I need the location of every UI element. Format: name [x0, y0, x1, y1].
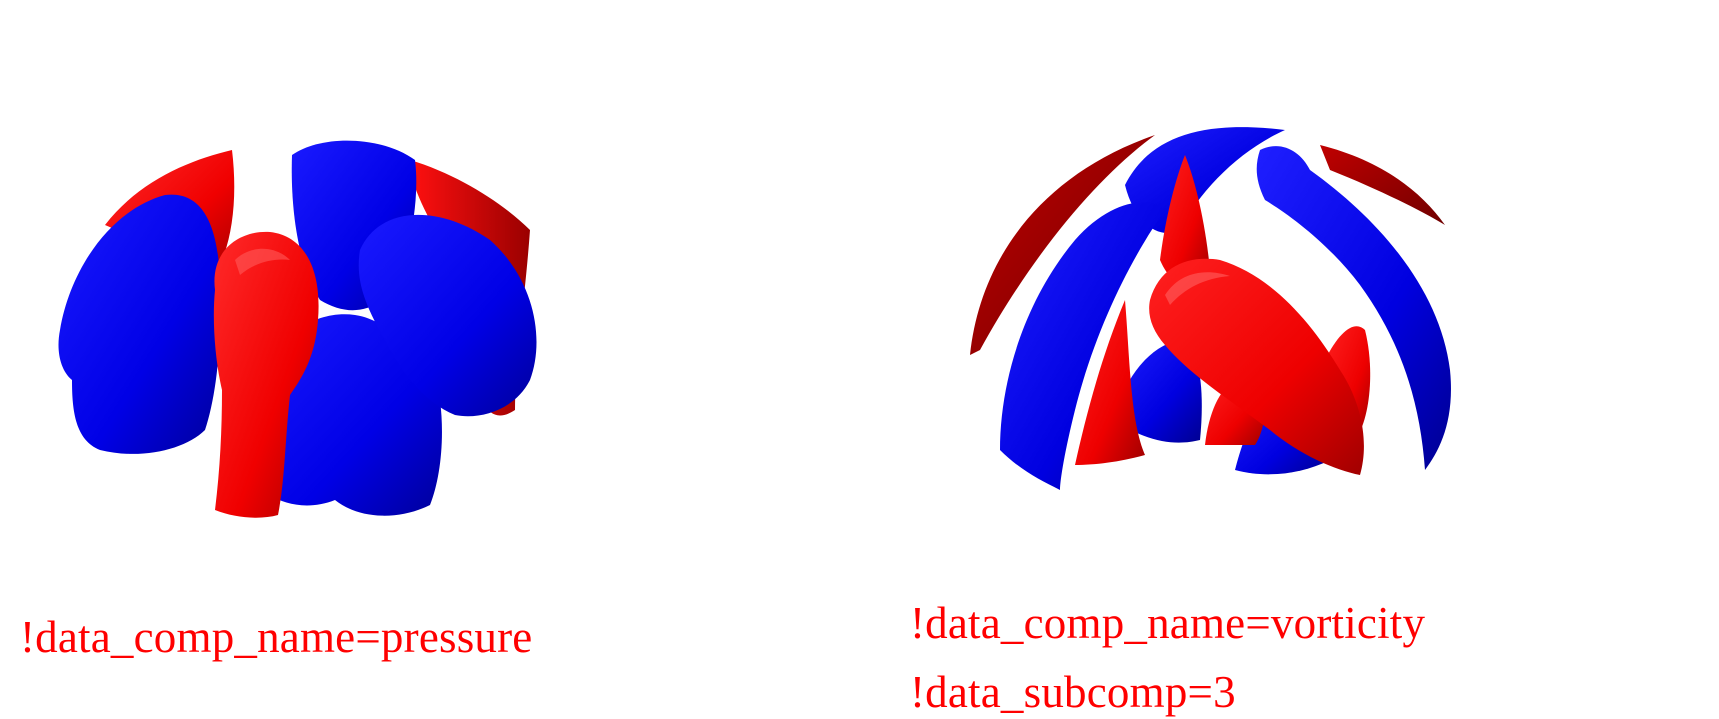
- pressure-isosurface-render: [58, 140, 537, 518]
- vorticity-positive-sheet: [970, 135, 1155, 355]
- vorticity-negative-sheet: [1115, 340, 1202, 443]
- pressure-negative-lobe: [58, 194, 221, 454]
- vorticity-isosurface-render: [970, 127, 1451, 490]
- vorticity-negative-sheet: [1125, 127, 1285, 233]
- vorticity-positive-sheet: [1320, 145, 1445, 225]
- pressure-positive-lobe: [213, 231, 319, 518]
- vorticity-negative-sheet: [1256, 146, 1451, 470]
- vorticity-negative-sheet: [1000, 202, 1165, 490]
- vorticity-positive-sheet: [1149, 258, 1364, 475]
- vorticity-positive-sheet: [1160, 155, 1210, 286]
- pressure-caption: !data_comp_name=pressure: [20, 612, 533, 662]
- vorticity-panel: !data_comp_name=vorticity !data_subcomp=…: [860, 0, 1719, 719]
- pressure-panel: !data_comp_name=pressure: [20, 140, 537, 662]
- vorticity-positive-sheet: [1075, 300, 1145, 465]
- pressure-negative-lobe: [358, 214, 537, 417]
- vorticity-caption-line-1: !data_comp_name=vorticity: [910, 598, 1426, 648]
- vorticity-caption-line-2: !data_subcomp=3: [910, 667, 1236, 717]
